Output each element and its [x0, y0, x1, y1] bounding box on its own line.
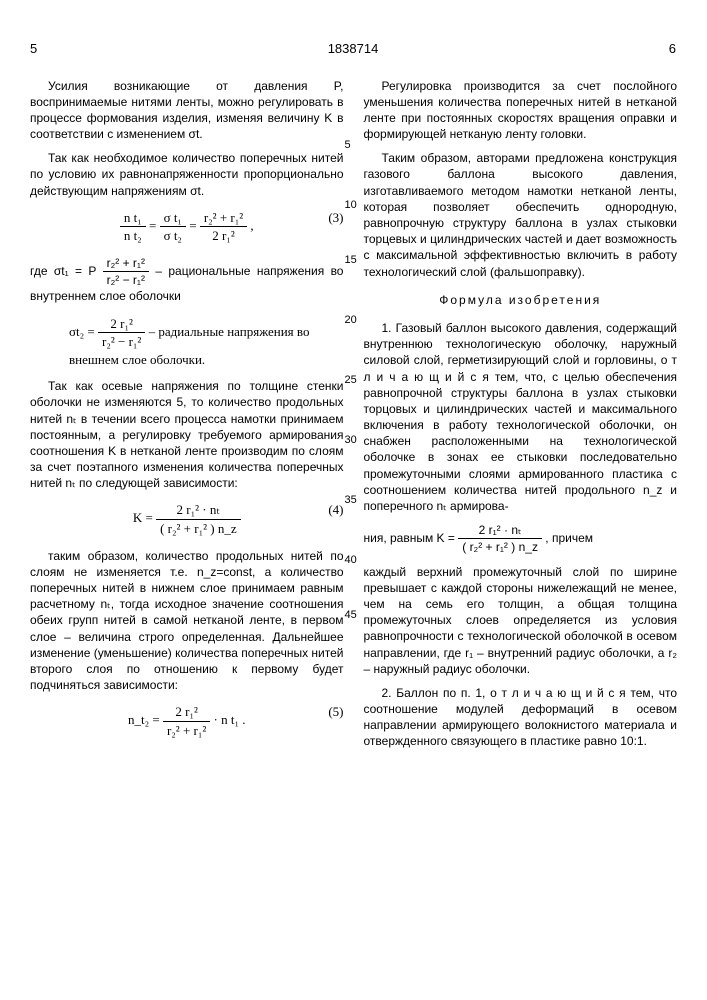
line-number: 25 [345, 373, 357, 388]
para: Так как необходимое количество поперечны… [30, 150, 344, 199]
left-column: Усилия возникающие от давления P, воспри… [30, 78, 344, 758]
line-number: 10 [345, 198, 357, 213]
claim-2: 2. Баллон по п. 1, о т л и ч а ю щ и й с… [364, 685, 678, 750]
line-number: 5 [345, 138, 351, 153]
line-number: 30 [345, 433, 357, 448]
page-left: 5 [30, 40, 37, 58]
formula-5: n_t₂ = 2 r₁²r₂² + r₁² · n t₁ . (5) [30, 703, 344, 739]
line-number: 35 [345, 493, 357, 508]
line-number: 20 [345, 313, 357, 328]
page-header: 5 1838714 6 [30, 40, 677, 58]
para: Таким образом, авторами предложена конст… [364, 150, 678, 280]
formula-sigma-t2: σt₂ = 2 r₁²r₂² − r₁² – радиальные напряж… [30, 315, 344, 369]
line-number: 45 [345, 608, 357, 623]
formula-3: n t₁n t₂ = σ t₁σ t₂ = r₂² + r₁²2 r₁² , (… [30, 209, 344, 245]
claim-1c: каждый верхний промежуточный слой по шир… [364, 564, 678, 677]
para: Регулировка производится за счет послойн… [364, 78, 678, 143]
para: Так как осевые напряжения по толщине сте… [30, 378, 344, 491]
para: где σt₁ = P r₂² + r₁²r₂² − r₁² – рациона… [30, 255, 344, 305]
claim-1a: 1. Газовый баллон высокого давления, сод… [364, 320, 678, 514]
para: таким образом, количество продольных нит… [30, 548, 344, 694]
claim-1b: ния, равным K = 2 r₁² · nₜ( r₂² + r₁² ) … [364, 522, 678, 555]
right-column: Регулировка производится за счет послойн… [364, 78, 678, 758]
line-number: 15 [345, 253, 357, 268]
line-number: 40 [345, 553, 357, 568]
page-right: 6 [669, 40, 677, 58]
para: Усилия возникающие от давления P, воспри… [30, 78, 344, 143]
claims-heading: Формула изобретения [364, 292, 678, 308]
patent-number: 1838714 [328, 40, 379, 58]
formula-4: K = 2 r₁² · nₜ( r₂² + r₁² ) n_z (4) [30, 501, 344, 537]
